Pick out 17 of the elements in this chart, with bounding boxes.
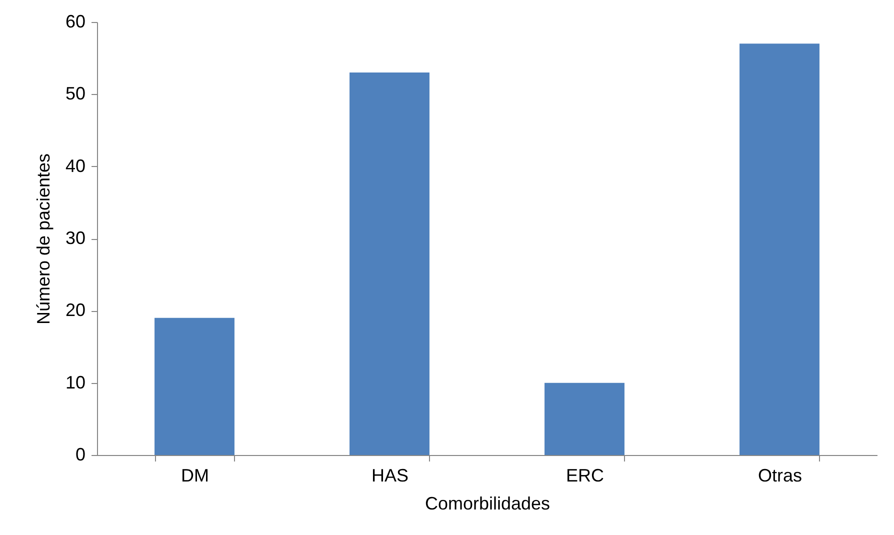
y-tick-label: 50 — [65, 84, 86, 104]
bar — [350, 72, 430, 455]
bar — [154, 318, 234, 455]
y-tick-label: 0 — [75, 444, 86, 464]
x-tick-label: ERC — [566, 466, 604, 486]
x-axis-title: Comorbilidades — [424, 494, 550, 514]
x-tick-label: Otras — [758, 466, 802, 486]
bar — [740, 44, 820, 455]
bar — [544, 382, 624, 455]
x-tick-label: HAS — [371, 466, 409, 486]
y-tick-label: 60 — [65, 12, 86, 32]
y-tick-label: 10 — [65, 372, 86, 392]
y-tick-label: 20 — [65, 300, 86, 320]
y-tick-label: 40 — [65, 156, 86, 176]
y-axis-title: Número de pacientes — [33, 153, 54, 325]
y-tick-label: 30 — [65, 228, 86, 248]
x-tick-label: DM — [181, 466, 209, 486]
